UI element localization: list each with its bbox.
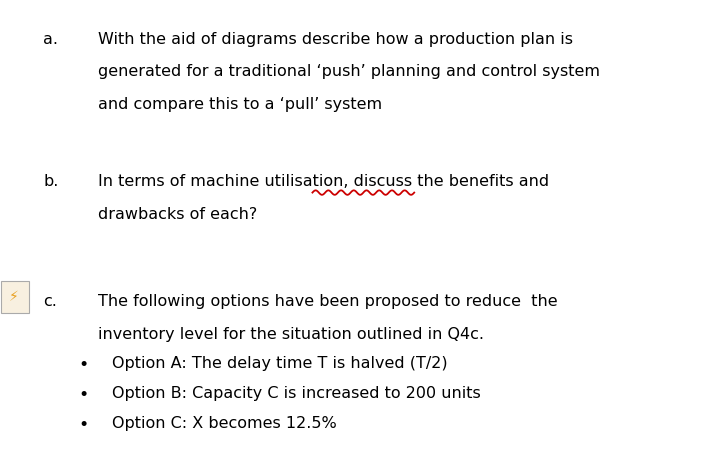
Text: •: • (78, 416, 88, 434)
Text: Option C: X becomes 12.5%: Option C: X becomes 12.5% (112, 416, 337, 431)
Text: a.: a. (43, 32, 59, 47)
Text: In terms of machine: In terms of machine (98, 174, 264, 189)
Text: In terms of machine utilisation, discuss the benefits and: In terms of machine utilisation, discuss… (98, 174, 549, 189)
Text: Option B: Capacity C is increased to 200 units: Option B: Capacity C is increased to 200… (112, 386, 481, 401)
Text: With the aid of diagrams describe how a production plan is: With the aid of diagrams describe how a … (98, 32, 573, 47)
FancyBboxPatch shape (1, 281, 29, 313)
Text: and compare this to a ‘pull’ system: and compare this to a ‘pull’ system (98, 97, 382, 112)
Text: ⚡: ⚡ (9, 290, 19, 304)
Text: •: • (78, 356, 88, 374)
Text: The following options have been proposed to reduce  the: The following options have been proposed… (98, 294, 557, 309)
Text: utilisation: utilisation (98, 174, 176, 189)
Text: •: • (78, 386, 88, 404)
Text: c.: c. (43, 294, 57, 309)
Text: generated for a traditional ‘push’ planning and control system: generated for a traditional ‘push’ plann… (98, 64, 599, 79)
Text: inventory level for the situation outlined in Q4c.: inventory level for the situation outlin… (98, 327, 484, 342)
Text: drawbacks of each?: drawbacks of each? (98, 207, 257, 222)
Text: b.: b. (43, 174, 59, 189)
Text: Option A: The delay time T is halved (T/2): Option A: The delay time T is halved (T/… (112, 356, 448, 371)
